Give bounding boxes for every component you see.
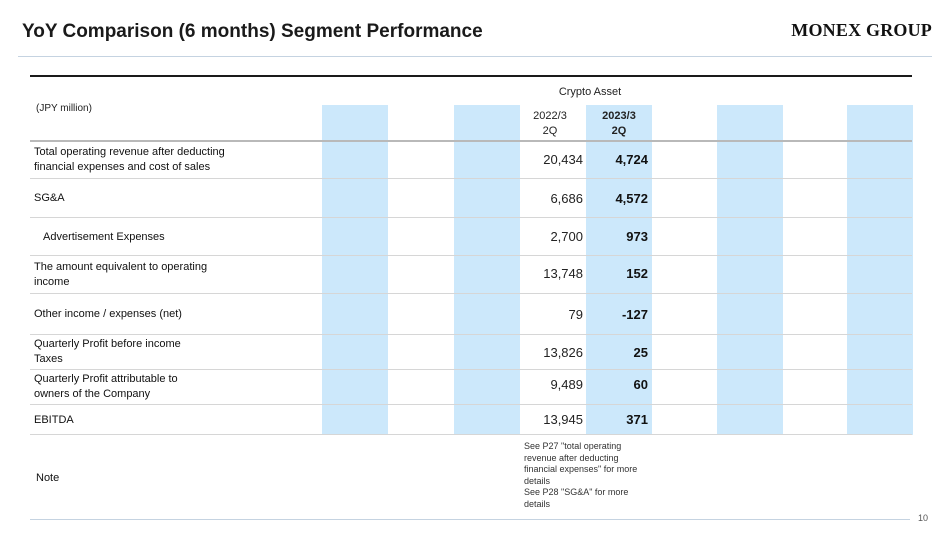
column-header-2022: 2022/3 2Q bbox=[533, 110, 567, 137]
header-divider bbox=[30, 140, 912, 142]
page-number: 10 bbox=[917, 513, 928, 523]
company-logo: MONEX GROUP bbox=[791, 20, 932, 40]
row-label-operating-revenue: Total operating revenue after deducting … bbox=[34, 146, 225, 173]
shaded-column-3 bbox=[586, 105, 652, 435]
table-top-rule bbox=[30, 75, 912, 77]
shaded-column-2 bbox=[454, 105, 520, 435]
cell-2023-ebitda: 371 bbox=[626, 412, 648, 427]
footer-divider bbox=[30, 519, 910, 520]
row-divider bbox=[30, 334, 912, 335]
row-label-other-income: Other income / expenses (net) bbox=[34, 308, 182, 320]
note-text: See P27 "total operating revenue after d… bbox=[524, 441, 638, 509]
title-divider bbox=[18, 56, 932, 57]
row-divider bbox=[30, 178, 912, 179]
cell-2022-sga: 6,686 bbox=[550, 191, 583, 206]
cell-2023-sga: 4,572 bbox=[615, 191, 648, 206]
row-label-sga: SG&A bbox=[34, 192, 65, 204]
cell-2023-profit-before-taxes: 25 bbox=[633, 345, 648, 360]
row-divider bbox=[30, 255, 912, 256]
unit-label: (JPY million) bbox=[36, 103, 92, 114]
row-divider bbox=[30, 434, 912, 435]
column-header-2023: 2023/3 2Q bbox=[602, 110, 636, 137]
shaded-column-5 bbox=[847, 105, 913, 435]
row-divider bbox=[30, 404, 912, 405]
row-label-advertisement-expenses: Advertisement Expenses bbox=[43, 231, 165, 243]
page-title: YoY Comparison (6 months) Segment Perfor… bbox=[22, 21, 483, 42]
cell-2023-operating-revenue: 4,724 bbox=[615, 152, 648, 167]
cell-2023-operating-income: 152 bbox=[626, 266, 648, 281]
shaded-column-4 bbox=[717, 105, 783, 435]
cell-2022-other-income: 79 bbox=[568, 307, 583, 322]
row-divider bbox=[30, 369, 912, 370]
cell-2022-profit-attributable: 9,489 bbox=[550, 377, 583, 392]
row-divider bbox=[30, 217, 912, 218]
cell-2023-other-income: -127 bbox=[621, 307, 648, 322]
cell-2022-advertisement-expenses: 2,700 bbox=[550, 229, 583, 244]
note-label: Note bbox=[36, 472, 60, 484]
cell-2023-advertisement-expenses: 973 bbox=[626, 229, 648, 244]
cell-2022-profit-before-taxes: 13,826 bbox=[543, 345, 583, 360]
row-divider bbox=[30, 293, 912, 294]
cell-2022-operating-income: 13,748 bbox=[543, 266, 583, 281]
shaded-column-1 bbox=[322, 105, 388, 435]
row-label-profit-before-taxes: Quarterly Profit before income Taxes bbox=[34, 338, 181, 365]
section-header-crypto-asset: Crypto Asset bbox=[558, 86, 622, 98]
row-label-ebitda: EBITDA bbox=[34, 414, 74, 426]
cell-2022-ebitda: 13,945 bbox=[543, 412, 583, 427]
cell-2023-profit-attributable: 60 bbox=[633, 377, 648, 392]
row-label-profit-attributable: Quarterly Profit attributable to owners … bbox=[34, 373, 178, 400]
cell-2022-operating-revenue: 20,434 bbox=[543, 152, 583, 167]
row-label-operating-income: The amount equivalent to operating incom… bbox=[34, 261, 208, 288]
